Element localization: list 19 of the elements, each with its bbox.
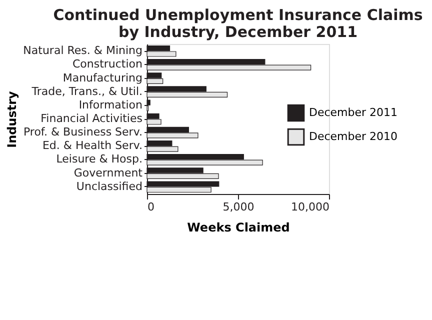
y-tick-label: Prof. & Business Serv. (23, 126, 142, 139)
y-tick-label: Manufacturing (62, 71, 142, 84)
legend-label: December 2011 (309, 106, 398, 119)
y-tick-label: Natural Res. & Mining (23, 44, 142, 58)
x-tick-label: 5,000 (222, 200, 254, 214)
legend-label: December 2010 (309, 130, 398, 143)
chart-title: Continued Unemployment Insurance Claims by Industry, December 2011 (53, 6, 423, 41)
y-tick-label: Leisure & Hosp. (56, 152, 142, 166)
y-tick-label: Unclassified (76, 180, 142, 193)
y-tick-label: Ed. & Health Serv. (42, 139, 142, 152)
x-tick-label: 10,000 (291, 200, 330, 214)
x-axis-title: Weeks Claimed (187, 220, 290, 234)
y-tick-label: Construction (72, 58, 143, 71)
y-tick-label: Government (74, 166, 144, 180)
x-tick-label: 0 (148, 200, 154, 214)
y-axis-title: Industry (5, 90, 20, 148)
y-tick-label: Financial Activities (40, 112, 143, 125)
y-tick-label: Trade, Trans., & Util. (30, 84, 142, 98)
y-tick-label: Information (78, 98, 143, 112)
